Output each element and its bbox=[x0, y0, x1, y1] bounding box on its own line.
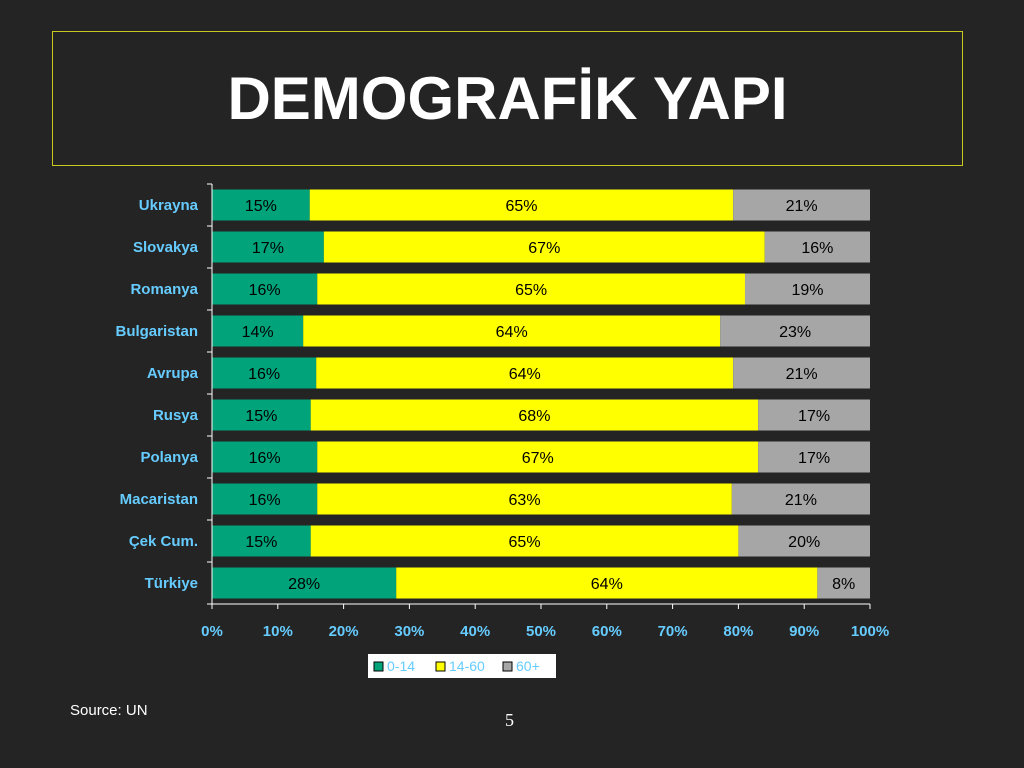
data-label: 16% bbox=[249, 492, 281, 509]
data-label: 64% bbox=[591, 576, 623, 593]
bar-segment bbox=[317, 441, 759, 473]
stacked-bar-chart: 15% 65% 21% Ukrayna 17% 67% 16% Slovakya 16% 65% 1… bbox=[115, 183, 889, 678]
legend-swatch bbox=[502, 661, 513, 672]
bar-segment bbox=[323, 231, 765, 263]
data-label: 20% bbox=[788, 534, 820, 551]
bar-segment bbox=[720, 315, 870, 347]
category-label: Avrupa bbox=[147, 365, 199, 382]
bar-segment bbox=[212, 357, 317, 389]
data-label: 16% bbox=[801, 240, 833, 257]
data-label: 68% bbox=[518, 408, 550, 425]
data-label: 21% bbox=[785, 492, 817, 509]
data-label: 16% bbox=[248, 366, 280, 383]
data-label: 65% bbox=[509, 534, 541, 551]
bar-segment bbox=[738, 525, 870, 557]
slide-title: DEMOGRAFİK YAPI bbox=[227, 65, 788, 132]
legend-label: 0-14 bbox=[387, 658, 415, 674]
bar-segment bbox=[212, 231, 324, 263]
x-tick-label: 30% bbox=[394, 623, 424, 640]
data-label: 16% bbox=[249, 282, 281, 299]
bar-segment bbox=[303, 315, 721, 347]
bar-segment bbox=[317, 483, 732, 515]
category-label: Türkiye bbox=[145, 575, 198, 592]
bar-segment bbox=[212, 483, 318, 515]
bar-segment bbox=[310, 399, 759, 431]
x-tick-label: 40% bbox=[460, 623, 490, 640]
bar-segment bbox=[212, 441, 318, 473]
bar-segment bbox=[309, 189, 734, 221]
category-label: Ukrayna bbox=[139, 197, 199, 214]
bar-segment bbox=[212, 189, 310, 221]
data-label: 8% bbox=[832, 576, 855, 593]
bar-segment bbox=[396, 567, 818, 599]
x-tick-label: 100% bbox=[851, 623, 889, 640]
legend-label: 60+ bbox=[516, 658, 540, 674]
legend-swatch bbox=[373, 661, 384, 672]
x-tick-label: 20% bbox=[329, 623, 359, 640]
data-label: 19% bbox=[791, 282, 823, 299]
data-label: 14% bbox=[242, 324, 274, 341]
category-label: Romanya bbox=[130, 281, 198, 298]
data-label: 15% bbox=[245, 198, 277, 215]
bar-segment bbox=[310, 525, 739, 557]
data-label: 65% bbox=[515, 282, 547, 299]
data-label: 65% bbox=[505, 198, 537, 215]
x-tick-label: 10% bbox=[263, 623, 293, 640]
bar-segment bbox=[212, 315, 304, 347]
bar-segment bbox=[317, 273, 745, 305]
source-note: Source: UN bbox=[70, 702, 148, 719]
bar-segment bbox=[817, 567, 870, 599]
x-tick-label: 50% bbox=[526, 623, 556, 640]
data-label: 17% bbox=[798, 450, 830, 467]
data-label: 17% bbox=[252, 240, 284, 257]
data-label: 23% bbox=[779, 324, 811, 341]
legend-label: 14-60 bbox=[449, 658, 485, 674]
title-box: DEMOGRAFİK YAPI bbox=[52, 31, 963, 166]
data-label: 16% bbox=[249, 450, 281, 467]
bar-segment bbox=[212, 567, 397, 599]
category-label: Polanya bbox=[140, 449, 198, 466]
bar-segment bbox=[733, 357, 870, 389]
legend-box bbox=[368, 654, 556, 678]
bar-segment bbox=[764, 231, 870, 263]
bar-segment bbox=[212, 399, 311, 431]
x-tick-label: 90% bbox=[789, 623, 819, 640]
category-label: Rusya bbox=[153, 407, 199, 424]
bar-segment bbox=[212, 525, 311, 557]
legend-swatch bbox=[435, 661, 446, 672]
data-label: 67% bbox=[522, 450, 554, 467]
category-label: Bulgaristan bbox=[115, 323, 198, 340]
x-tick-label: 60% bbox=[592, 623, 622, 640]
data-label: 15% bbox=[245, 408, 277, 425]
bar-segment bbox=[212, 273, 318, 305]
bar-segment bbox=[758, 441, 870, 473]
data-label: 28% bbox=[288, 576, 320, 593]
bar-segment bbox=[744, 273, 870, 305]
category-label: Slovakya bbox=[133, 239, 199, 256]
bar-segment bbox=[758, 399, 870, 431]
data-label: 17% bbox=[798, 408, 830, 425]
page-number: 5 bbox=[505, 710, 514, 730]
x-tick-label: 70% bbox=[658, 623, 688, 640]
data-label: 64% bbox=[496, 324, 528, 341]
data-label: 15% bbox=[245, 534, 277, 551]
data-label: 63% bbox=[509, 492, 541, 509]
category-label: Macaristan bbox=[120, 491, 198, 508]
x-tick-label: 0% bbox=[201, 623, 223, 640]
data-label: 67% bbox=[528, 240, 560, 257]
bar-segment bbox=[731, 483, 870, 515]
bar-segment bbox=[733, 189, 870, 221]
data-label: 21% bbox=[786, 366, 818, 383]
x-tick-label: 80% bbox=[723, 623, 753, 640]
data-label: 21% bbox=[786, 198, 818, 215]
bar-segment bbox=[316, 357, 734, 389]
data-label: 64% bbox=[509, 366, 541, 383]
category-label: Çek Cum. bbox=[129, 533, 198, 550]
